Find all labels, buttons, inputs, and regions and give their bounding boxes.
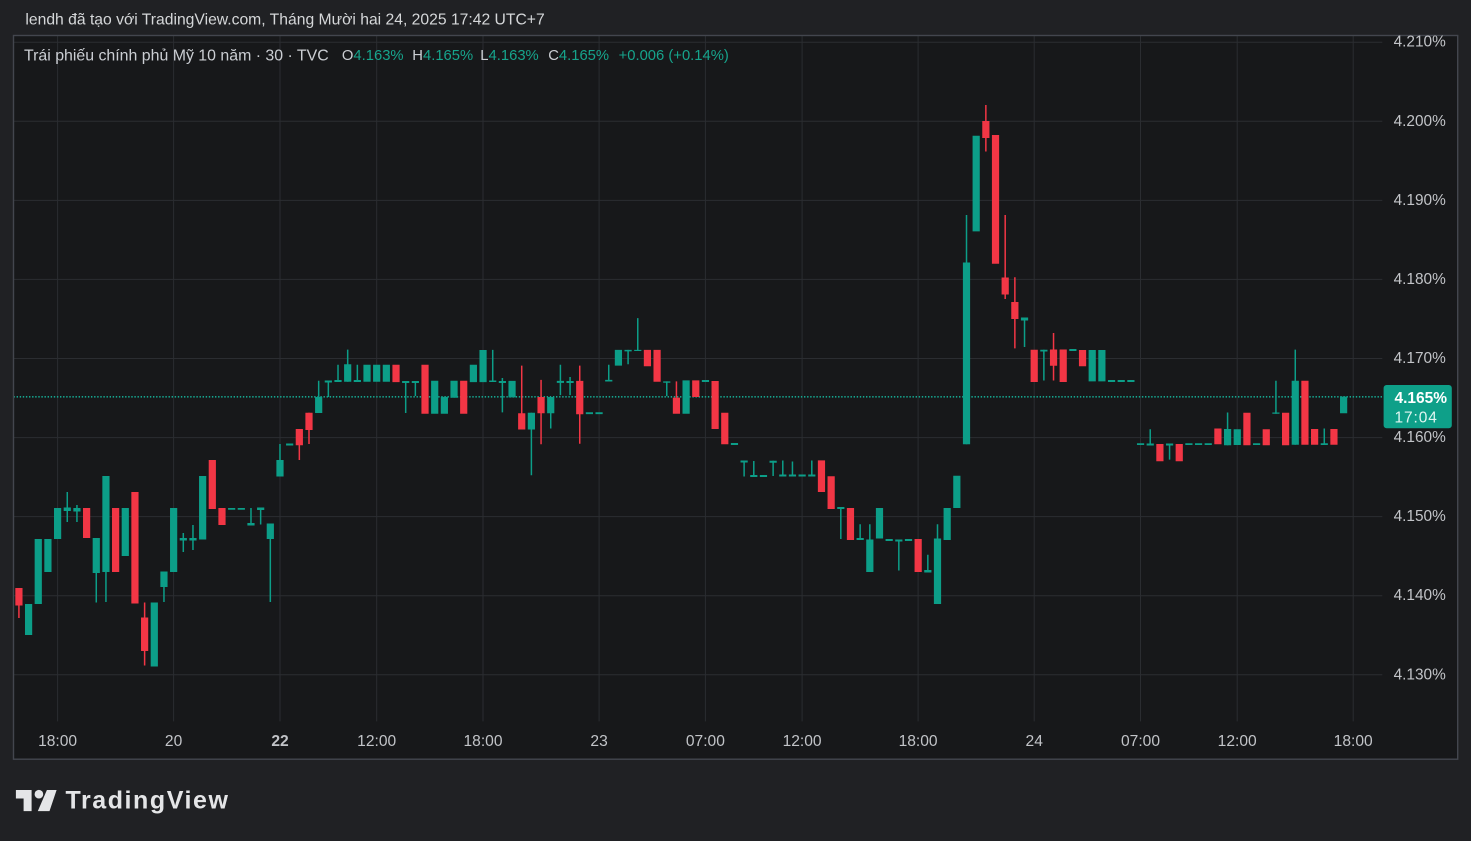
svg-text:4.130%: 4.130% — [1394, 666, 1447, 683]
svg-text:20: 20 — [165, 733, 183, 750]
svg-text:4.140%: 4.140% — [1394, 587, 1447, 604]
svg-text:4.190%: 4.190% — [1394, 192, 1447, 209]
svg-text:4.170%: 4.170% — [1394, 350, 1447, 367]
svg-text:H4.165%: H4.165% — [412, 48, 473, 64]
svg-text:12:00: 12:00 — [1218, 733, 1257, 750]
svg-text:24: 24 — [1026, 733, 1044, 750]
svg-text:12:00: 12:00 — [357, 733, 396, 750]
svg-text:18:00: 18:00 — [38, 733, 77, 750]
svg-text:18:00: 18:00 — [1334, 733, 1373, 750]
svg-text:4.180%: 4.180% — [1394, 271, 1447, 288]
svg-text:07:00: 07:00 — [686, 733, 725, 750]
svg-text:4.150%: 4.150% — [1394, 508, 1447, 525]
svg-text:TradingView: TradingView — [66, 786, 230, 814]
svg-text:C4.165%: C4.165% — [548, 48, 609, 64]
svg-text:4.210%: 4.210% — [1394, 34, 1447, 51]
svg-text:O4.163%: O4.163% — [342, 48, 404, 64]
svg-text:lendh đã tạo với TradingView.c: lendh đã tạo với TradingView.com, Tháng … — [25, 12, 544, 29]
svg-text:22: 22 — [271, 733, 289, 750]
svg-text:18:00: 18:00 — [463, 733, 502, 750]
svg-text:L4.163%: L4.163% — [480, 48, 538, 64]
svg-text:17:04: 17:04 — [1395, 410, 1438, 427]
svg-text:12:00: 12:00 — [783, 733, 822, 750]
svg-text:23: 23 — [590, 733, 607, 750]
svg-text:+0.006 (+0.14%): +0.006 (+0.14%) — [619, 48, 729, 64]
svg-text:07:00: 07:00 — [1121, 733, 1160, 750]
svg-text:4.200%: 4.200% — [1394, 113, 1447, 130]
svg-text:Trái phiếu chính phủ Mỹ 10 năm: Trái phiếu chính phủ Mỹ 10 năm · 30 · TV… — [24, 48, 329, 65]
svg-text:4.165%: 4.165% — [1395, 390, 1448, 407]
svg-text:18:00: 18:00 — [899, 733, 938, 750]
svg-text:4.160%: 4.160% — [1394, 429, 1447, 446]
